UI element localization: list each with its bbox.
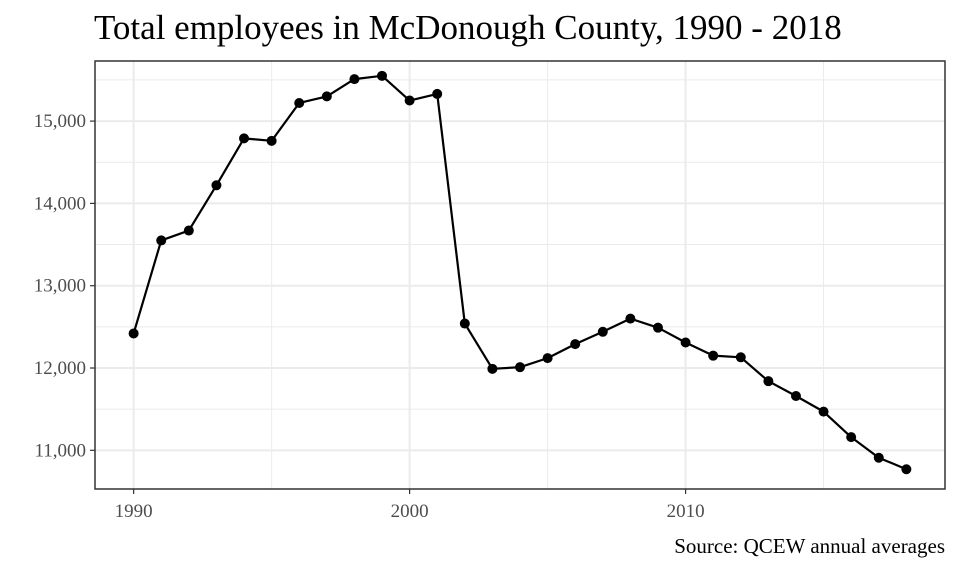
series-line [132,74,907,471]
data-point [404,95,415,106]
data-point [156,235,167,246]
data-point [266,135,277,146]
panel-border [94,60,946,490]
data-point [763,376,774,387]
data-point [487,363,498,374]
data-points [128,70,912,475]
axis-ticks [90,120,687,494]
data-point [901,464,912,475]
major-grid [95,61,945,489]
data-point [459,318,470,329]
y-tick-label: 13,000 [34,276,86,297]
data-point [790,390,801,401]
data-point [652,322,663,333]
data-point [818,406,829,417]
data-point [625,313,636,324]
data-point [321,91,332,102]
data-point [294,97,305,108]
data-point [377,70,388,81]
chart-title: Total employees in McDonough County, 199… [94,8,842,47]
data-point [846,432,857,443]
data-point [597,326,608,337]
y-tick-label: 14,000 [34,193,86,214]
minor-grid [95,61,945,489]
data-point [432,88,443,99]
x-tick-label: 1990 [115,501,153,522]
data-point [128,328,139,339]
data-point [515,362,525,373]
data-point [708,350,719,361]
data-point [542,353,553,364]
x-axis-tick-labels: 1990 2000 2010 [115,501,705,522]
y-tick-label: 12,000 [34,358,86,379]
data-point [239,133,250,144]
data-point [349,74,360,85]
x-tick-label: 2010 [667,501,705,522]
y-axis-tick-labels: 11,000 12,000 13,000 14,000 15,000 [34,111,86,461]
data-point [735,352,746,363]
data-point [183,225,194,236]
x-tick-label: 2000 [391,501,429,522]
y-tick-label: 15,000 [34,111,86,132]
data-point [680,337,691,348]
series-line-group [132,74,907,471]
data-point [211,180,222,191]
data-point [873,452,884,463]
y-tick-label: 11,000 [34,440,86,461]
data-point [570,339,581,350]
chart-caption: Source: QCEW annual averages [674,534,945,558]
